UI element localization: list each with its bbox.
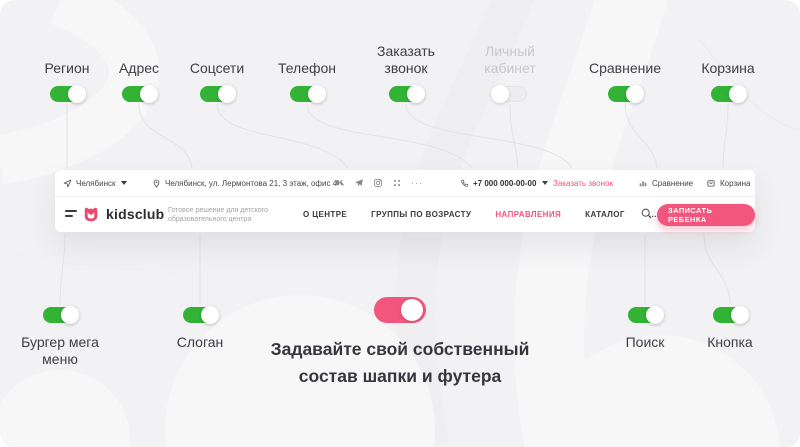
phone-number: +7 000 000-00-00: [473, 178, 537, 188]
burger-menu-icon[interactable]: [65, 210, 77, 217]
burger-label: Бургер мега меню: [21, 334, 99, 367]
region-toggle[interactable]: [50, 85, 86, 103]
cart-text: Корзина: [720, 178, 751, 188]
toggle-knob: [731, 306, 749, 324]
telegram-icon[interactable]: [354, 178, 364, 188]
cart-label: Корзина: [701, 60, 755, 76]
button-toggle[interactable]: [713, 306, 749, 324]
account-toggle[interactable]: [491, 85, 527, 103]
toggle-group-compare: Сравнение: [575, 38, 675, 103]
compare-label: Сравнение: [589, 60, 661, 76]
toggle-knob: [61, 306, 79, 324]
account-label: Личный кабинет: [484, 43, 536, 76]
header-topbar: Челябинск Челябинск, ул. Лермонтова 21, …: [55, 170, 755, 197]
toggle-knob: [308, 85, 326, 103]
toggle-knob: [626, 85, 644, 103]
toggle-knob: [491, 85, 509, 103]
logo-text: kidsclub: [106, 206, 165, 222]
toggle-knob: [646, 306, 664, 324]
cart-icon: [707, 180, 715, 187]
chevron-down-icon: [121, 181, 128, 185]
toggle-knob: [401, 299, 423, 321]
search-icon[interactable]: [640, 207, 653, 220]
toggle-group-address: Адрес: [89, 38, 189, 103]
map-pin-icon: [153, 179, 160, 188]
compare-toggle[interactable]: [608, 85, 644, 103]
toggle-group-socials: Соцсети: [167, 38, 267, 103]
more-socials-icon[interactable]: ···: [411, 178, 423, 188]
toggle-knob: [68, 85, 86, 103]
region-label: Регион: [44, 60, 90, 76]
cart-toggle[interactable]: [711, 85, 747, 103]
geo-arrow-icon: [63, 179, 72, 187]
button-label: Кнопка: [707, 334, 753, 350]
phone-item[interactable]: +7 000 000-00-00: [460, 170, 549, 196]
toggle-knob: [218, 85, 236, 103]
address-text: Челябинск, ул. Лермонтова 21, 3 этаж, оф…: [165, 178, 338, 188]
burger-toggle[interactable]: [43, 306, 79, 324]
menu-item-about[interactable]: О ЦЕНТРЕ: [303, 210, 348, 219]
callback-link-text: Заказать звонок: [553, 178, 613, 188]
feature-caption: Задавайте свой собственный состав шапки …: [200, 336, 600, 390]
toggle-group-search: Поиск: [595, 306, 695, 351]
city-name: Челябинск: [76, 178, 116, 188]
city-selector[interactable]: Челябинск: [63, 170, 128, 196]
cart-item[interactable]: Корзина: [706, 170, 750, 196]
toggle-knob: [201, 306, 219, 324]
menu-item-directions[interactable]: НАПРАВЛЕНИЯ: [495, 210, 562, 219]
main-menu: О ЦЕНТРЕ ГРУППЫ ПО ВОЗРАСТУ НАПРАВЛЕНИЯ …: [303, 197, 657, 232]
search-toggle[interactable]: [628, 306, 664, 324]
caption-line-2: состав шапки и футера: [298, 366, 502, 386]
slogan-toggle[interactable]: [183, 306, 219, 324]
toggle-group-phone: Телефон: [257, 38, 357, 103]
toggle-knob: [140, 85, 158, 103]
socials-label: Соцсети: [189, 60, 245, 76]
phone-icon: [461, 179, 469, 187]
header-slogan: Готовое решение для детского образовател…: [168, 207, 268, 223]
toggle-knob: [407, 85, 425, 103]
slogan-label: Слоган: [176, 334, 224, 350]
kidsclub-logo-icon: [84, 207, 98, 222]
compare-text: Сравнение: [652, 178, 694, 188]
toggle-group-cart: Корзина: [678, 38, 778, 103]
toggle-group-slogan: Слоган: [150, 306, 250, 351]
main-feature-toggle[interactable]: [374, 297, 426, 323]
logo[interactable]: kidsclub: [81, 204, 164, 224]
menu-item-groups[interactable]: ГРУППЫ ПО ВОЗРАСТУ: [371, 210, 472, 219]
header-mainbar: kidsclub Готовое решение для детского об…: [55, 197, 755, 232]
callback-label: Заказать звонок: [377, 43, 435, 76]
search-label: Поиск: [625, 334, 665, 350]
compare-bars-icon: [639, 181, 647, 187]
header-mockup: Челябинск Челябинск, ул. Лермонтова 21, …: [55, 170, 755, 232]
phone-label: Телефон: [277, 60, 337, 76]
toggle-group-callback: Заказать звонок: [366, 38, 446, 103]
instagram-icon[interactable]: [373, 178, 383, 188]
phone-toggle[interactable]: [290, 85, 326, 103]
address-item[interactable]: Челябинск, ул. Лермонтова 21, 3 этаж, оф…: [152, 170, 337, 196]
toggle-group-button: Кнопка: [680, 306, 780, 351]
apps-grid-icon[interactable]: [392, 178, 402, 188]
toggle-knob: [729, 85, 747, 103]
callback-link[interactable]: Заказать звонок: [553, 170, 613, 196]
callback-toggle[interactable]: [389, 85, 425, 103]
menu-item-more[interactable]: ...: [648, 210, 657, 219]
signup-child-button[interactable]: ЗАПИСАТЬ РЕБЕНКА: [657, 204, 755, 226]
vk-icon[interactable]: [334, 179, 345, 187]
toggle-group-account: Личный кабинет: [470, 38, 550, 103]
menu-item-catalog[interactable]: КАТАЛОГ: [585, 210, 625, 219]
compare-item[interactable]: Сравнение: [638, 170, 693, 196]
address-toggle[interactable]: [122, 85, 158, 103]
socials-toggle[interactable]: [200, 85, 236, 103]
caption-line-1: Задавайте свой собственный: [270, 339, 530, 359]
chevron-down-icon: [542, 181, 549, 185]
address-label: Адрес: [118, 60, 160, 76]
toggle-group-burger: Бургер мега меню: [10, 306, 110, 368]
social-links: ···: [334, 170, 423, 196]
toggle-group-region: Регион: [17, 38, 117, 103]
